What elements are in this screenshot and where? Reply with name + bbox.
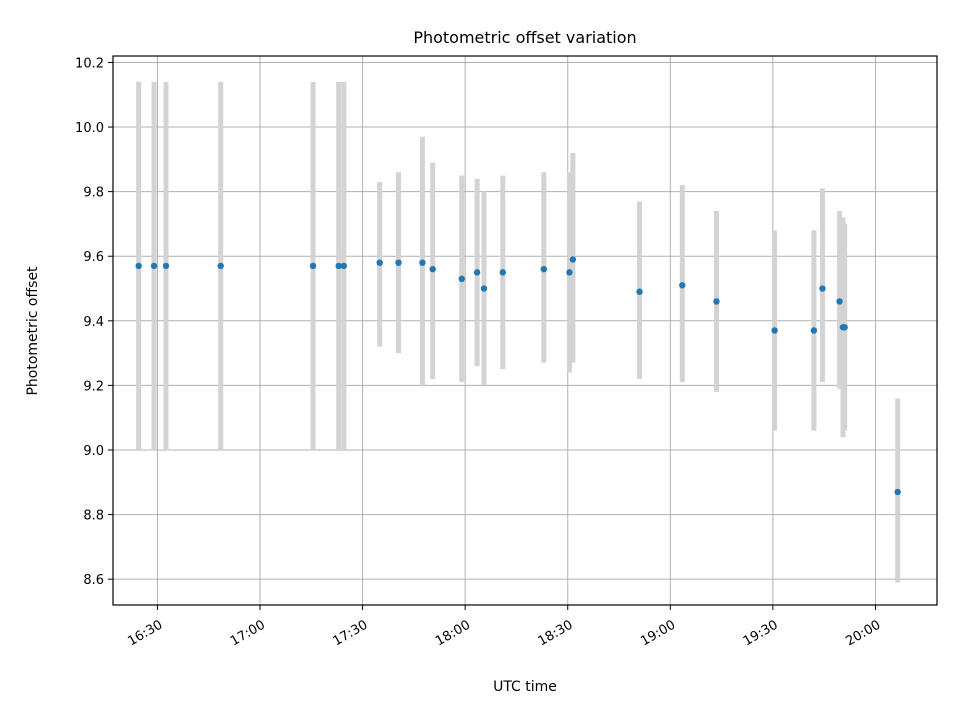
data-point [429, 265, 436, 273]
chart-title: Photometric offset variation [413, 28, 636, 47]
data-point [135, 262, 142, 270]
data-point [540, 265, 548, 273]
data-point [836, 298, 843, 305]
data-point [395, 259, 402, 266]
data-point [217, 262, 224, 270]
data-point [162, 262, 170, 270]
data-point [499, 269, 506, 276]
data-point [340, 262, 347, 270]
data-point [679, 282, 686, 289]
data-point [713, 298, 720, 305]
data-point [841, 324, 848, 331]
data-points [135, 256, 901, 496]
y-tick-label: 9.6 [83, 250, 104, 265]
data-point [419, 259, 426, 266]
plot-area-frame [112, 55, 938, 606]
data-point [569, 256, 577, 263]
data-point [376, 259, 383, 266]
y-tick-label: 10.2 [75, 56, 104, 71]
y-tick-label: 8.6 [83, 573, 104, 588]
data-point [150, 262, 158, 270]
data-point [894, 488, 901, 496]
data-point [335, 262, 342, 270]
data-point [458, 275, 465, 283]
y-axis-ticks: 8.6 8.8 9.0 9.2 9.4 9.6 9.8 10.0 10.2 [75, 56, 113, 588]
data-point [566, 269, 573, 276]
data-point [480, 285, 488, 292]
data-point [473, 269, 481, 276]
y-tick-label: 9.0 [83, 444, 104, 459]
y-tick-label: 9.4 [83, 315, 104, 330]
y-tick-label: 8.8 [83, 509, 104, 524]
y-tick-label: 9.2 [83, 379, 104, 394]
data-point [771, 327, 778, 334]
data-point [636, 288, 643, 295]
data-point [819, 285, 826, 292]
x-axis-label: UTC time [493, 679, 557, 695]
data-point [810, 327, 818, 334]
data-point [309, 262, 317, 270]
y-axis-label: Photometric offset [25, 266, 41, 396]
grid [113, 56, 937, 605]
y-tick-label: 9.8 [83, 186, 104, 201]
y-tick-label: 10.0 [75, 121, 104, 136]
